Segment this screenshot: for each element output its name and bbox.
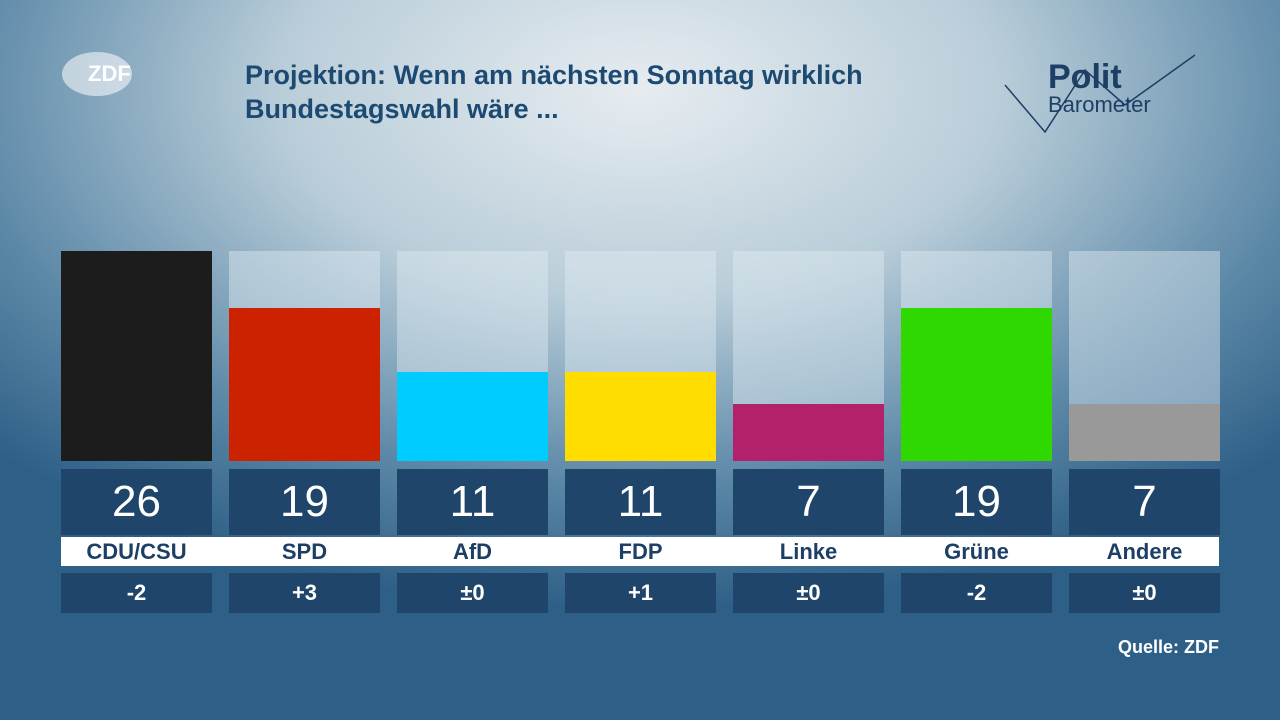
brand-name: Barometer: [1048, 92, 1151, 117]
source: Quelle: ZDF: [1117, 637, 1219, 657]
change-label: ±0: [1069, 573, 1220, 613]
bar: [733, 404, 884, 461]
value-label: 7: [1069, 469, 1220, 535]
brand-name: Polit: [1048, 58, 1122, 96]
change-label: -2: [61, 573, 212, 613]
change-label: ±0: [397, 573, 548, 613]
category-label: FDP: [618, 539, 663, 564]
category-label: CDU/CSU: [86, 539, 187, 564]
category-label: Grüne: [944, 539, 1009, 564]
bar: [1069, 404, 1220, 461]
category-label: Linke: [779, 539, 838, 564]
change-label: +1: [565, 573, 716, 613]
bar: [565, 372, 716, 461]
value-label: 26: [61, 469, 212, 535]
category-label: Andere: [1106, 539, 1183, 564]
category-label: SPD: [281, 539, 328, 564]
logo: ZDF: [62, 52, 132, 96]
change-label: +3: [229, 573, 380, 613]
category-label: AfD: [452, 539, 493, 564]
bar: [61, 251, 212, 461]
chart-title: Projektion: Wenn am nächsten Sonntag wir…: [245, 60, 863, 124]
value-label: 7: [733, 469, 884, 535]
value-label: 19: [901, 469, 1052, 535]
bar: [901, 307, 1052, 461]
change-label: ±0: [733, 573, 884, 613]
bar: [397, 372, 548, 461]
value-label: 11: [397, 469, 548, 535]
brand-line: [1004, 54, 1196, 134]
value-label: 19: [229, 469, 380, 535]
label-strip: [61, 537, 1219, 566]
value-label: 11: [565, 469, 716, 535]
bar: [229, 307, 380, 461]
change-label: -2: [901, 573, 1052, 613]
